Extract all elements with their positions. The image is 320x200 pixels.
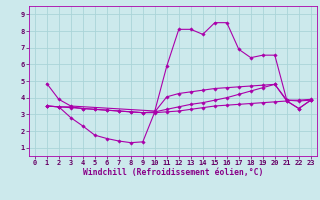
X-axis label: Windchill (Refroidissement éolien,°C): Windchill (Refroidissement éolien,°C) — [83, 168, 263, 177]
